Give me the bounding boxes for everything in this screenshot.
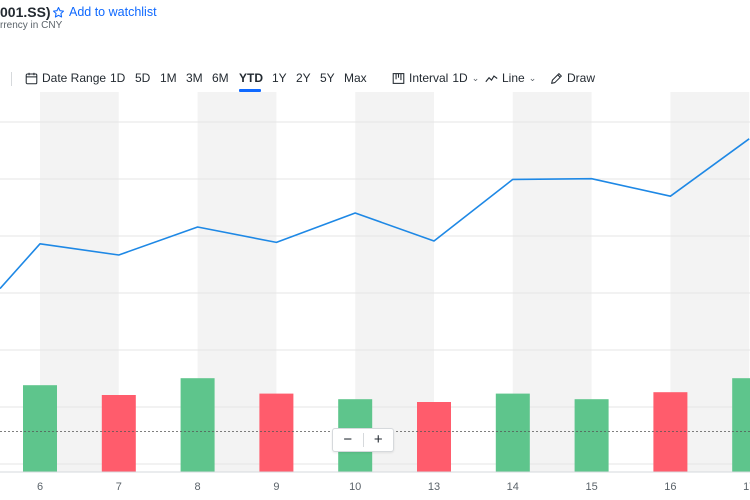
- volume-bar: [653, 392, 688, 472]
- price-chart[interactable]: 6 7 8 9 10 13 14 15 16 17: [0, 92, 750, 500]
- draw-label: Draw: [567, 71, 596, 85]
- chart-type-label: Line: [502, 71, 525, 85]
- x-tick-label: 15: [585, 481, 597, 493]
- date-range-button[interactable]: Date Range: [25, 71, 106, 85]
- interval-label: Interval: [409, 71, 449, 85]
- range-5y[interactable]: 5Y: [320, 71, 335, 85]
- volume-bar: [417, 402, 451, 472]
- chevron-down-icon: ⌄: [528, 72, 537, 83]
- range-3m[interactable]: 3M: [186, 71, 203, 85]
- candlestick-icon: [392, 72, 405, 84]
- zoom-in-button[interactable]: +: [373, 431, 383, 448]
- volume-bar: [495, 393, 530, 472]
- zoom-divider: [362, 433, 364, 447]
- volume-bar: [732, 378, 750, 472]
- volume-bar: [574, 399, 609, 472]
- range-6m[interactable]: 6M: [212, 71, 229, 85]
- toolbar-divider: [11, 72, 12, 86]
- volume-bar: [23, 385, 57, 472]
- chart-type-button[interactable]: Line ⌄: [485, 71, 536, 85]
- range-max[interactable]: Max: [344, 71, 367, 85]
- add-to-watchlist-button[interactable]: Add to watchlist: [52, 5, 157, 19]
- active-range-indicator: [239, 89, 261, 92]
- interval-value: 1D: [452, 71, 468, 85]
- price-line: [0, 138, 750, 290]
- star-icon: [52, 6, 65, 18]
- x-tick-label: 7: [116, 481, 122, 493]
- range-1y[interactable]: 1Y: [272, 71, 287, 85]
- pencil-icon: [551, 72, 562, 84]
- x-tick-label: 17: [743, 481, 750, 493]
- volume-bar: [180, 378, 215, 472]
- range-1m[interactable]: 1M: [160, 71, 177, 85]
- volume-bar: [101, 395, 136, 472]
- x-tick-label: 14: [507, 481, 519, 493]
- line-chart-icon: [485, 74, 498, 82]
- volume-bar: [259, 393, 294, 472]
- x-tick-label: 13: [428, 481, 440, 493]
- x-tick-label: 6: [37, 481, 43, 493]
- calendar-icon: [25, 72, 38, 84]
- range-ytd[interactable]: YTD: [239, 71, 263, 85]
- x-tick-label: 16: [664, 481, 676, 493]
- interval-button[interactable]: Interval 1D ⌄: [392, 71, 479, 85]
- quote-header: 001.SS) Add to watchlist rrency in CNY: [0, 0, 750, 40]
- range-5d[interactable]: 5D: [135, 71, 151, 85]
- chart-toolbar: Date Range 1D 5D 1M 3M 6M YTD 1Y 2Y 5Y M…: [0, 68, 750, 92]
- zoom-out-button[interactable]: −: [343, 431, 353, 448]
- x-tick-label: 9: [273, 481, 279, 493]
- currency-note: rrency in CNY: [0, 20, 63, 31]
- zoom-control: − +: [332, 428, 394, 452]
- chart-canvas: 6 7 8 9 10 13 14 15 16 17: [0, 92, 750, 493]
- range-1d[interactable]: 1D: [110, 71, 126, 85]
- date-range-label: Date Range: [42, 71, 107, 85]
- x-tick-label: 8: [195, 481, 201, 493]
- ticker-symbol: 001.SS): [0, 4, 51, 20]
- x-tick-label: 10: [349, 481, 361, 493]
- range-2y[interactable]: 2Y: [296, 71, 311, 85]
- chevron-down-icon: ⌄: [471, 72, 480, 83]
- watchlist-label: Add to watchlist: [69, 5, 157, 19]
- draw-button[interactable]: Draw: [550, 71, 595, 85]
